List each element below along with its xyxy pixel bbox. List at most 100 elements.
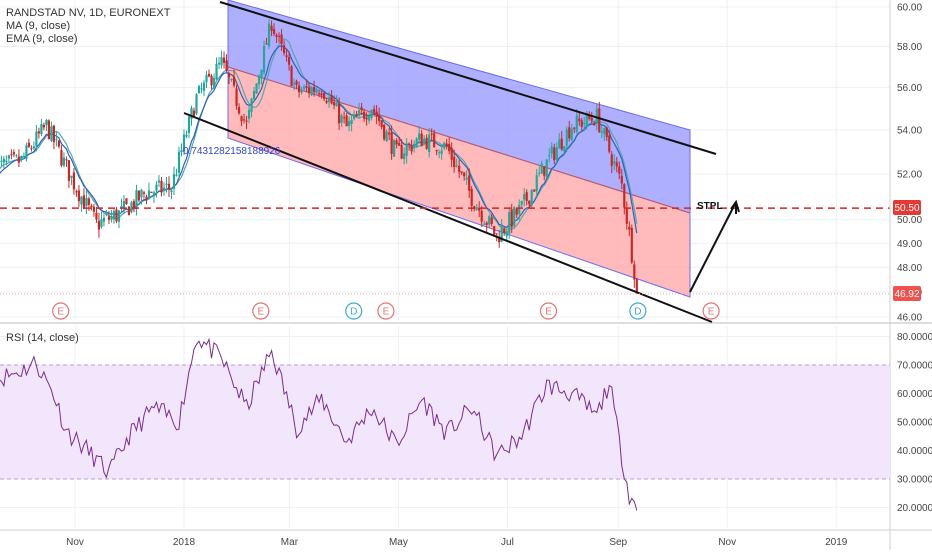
candle-body bbox=[503, 229, 506, 234]
candle-body bbox=[167, 183, 171, 190]
candle-body bbox=[157, 180, 161, 183]
candle-body bbox=[25, 145, 28, 159]
price-badge-lower: 46.92 bbox=[893, 286, 921, 301]
candle-body bbox=[390, 132, 393, 154]
candle-body bbox=[187, 116, 191, 133]
x-tick-label: May bbox=[389, 537, 408, 548]
candle-body bbox=[132, 201, 136, 209]
candle-body bbox=[405, 145, 408, 156]
candle-body bbox=[267, 23, 271, 47]
candle-body bbox=[585, 113, 588, 126]
candle-body bbox=[490, 217, 493, 224]
candle-body bbox=[57, 140, 61, 147]
candle-body bbox=[110, 216, 113, 220]
candle-body bbox=[17, 156, 20, 163]
candle-body bbox=[262, 45, 266, 73]
candle-body bbox=[455, 165, 458, 167]
candle-body bbox=[598, 108, 601, 133]
candle-body bbox=[418, 133, 421, 140]
candle-body bbox=[307, 87, 311, 94]
projection-arrow bbox=[689, 201, 737, 293]
rsi-tick-label: 70.0000 bbox=[897, 361, 932, 372]
candle-body bbox=[10, 154, 13, 156]
candle-body bbox=[508, 212, 511, 234]
candle-body bbox=[302, 86, 306, 89]
candle-body bbox=[383, 124, 386, 140]
candle-body bbox=[82, 195, 86, 209]
candle-body bbox=[205, 75, 208, 83]
candle-body bbox=[125, 198, 128, 204]
candle-body bbox=[555, 147, 558, 160]
legend-ma: MA (9, close) bbox=[6, 20, 71, 32]
candle-body bbox=[315, 90, 318, 93]
rsi-legend[interactable]: RSI (14, close) bbox=[6, 332, 79, 345]
candle-body bbox=[62, 157, 66, 166]
candle-body bbox=[52, 125, 56, 143]
candle-body bbox=[628, 226, 631, 230]
dividend-marker-label: D bbox=[350, 307, 357, 318]
candle-body bbox=[398, 143, 401, 146]
earnings-marker bbox=[252, 302, 270, 320]
candle-body bbox=[608, 135, 611, 152]
candle-body bbox=[310, 87, 313, 96]
candle-body bbox=[200, 88, 203, 90]
candle-body bbox=[485, 222, 488, 225]
candle-body bbox=[330, 95, 333, 104]
candle-body bbox=[408, 143, 411, 145]
candle-body bbox=[623, 184, 626, 208]
candle-body bbox=[37, 131, 41, 134]
candle-body bbox=[515, 208, 518, 215]
candle-body bbox=[433, 133, 436, 148]
candle-body bbox=[45, 119, 48, 125]
candle-body bbox=[30, 148, 33, 150]
candle-body bbox=[107, 216, 111, 220]
candle-body bbox=[165, 183, 168, 185]
fib-annotation: 0.7431282158188926 bbox=[183, 146, 281, 157]
candle-body bbox=[603, 128, 606, 135]
stpl-label: STPL bbox=[697, 201, 723, 212]
candle-body bbox=[635, 278, 638, 294]
y-tick-label: 49.00 bbox=[897, 239, 922, 250]
candle-body bbox=[610, 154, 613, 166]
earnings-marker-label: E bbox=[708, 307, 715, 318]
y-tick-label: 48.00 bbox=[897, 263, 922, 274]
candle-body bbox=[322, 93, 326, 100]
candle-body bbox=[282, 45, 286, 54]
candle-body bbox=[260, 69, 263, 79]
candle-body bbox=[430, 133, 433, 135]
candle-body bbox=[215, 63, 218, 80]
candle-body bbox=[583, 122, 586, 124]
y-tick-label: 60.00 bbox=[897, 3, 922, 14]
candle-body bbox=[540, 163, 543, 174]
candle-body bbox=[290, 66, 293, 87]
candle-body bbox=[190, 108, 193, 119]
candle-body bbox=[257, 75, 261, 85]
candle-body bbox=[245, 120, 248, 122]
candle-body bbox=[625, 208, 628, 224]
earnings-marker-label: E bbox=[57, 307, 64, 318]
candle-body bbox=[67, 160, 71, 181]
candle-body bbox=[332, 102, 336, 106]
dividend-marker bbox=[345, 302, 363, 320]
candle-body bbox=[425, 137, 428, 149]
candle-body bbox=[615, 162, 618, 167]
candle-body bbox=[510, 209, 513, 228]
price-badge-upper: 50.50 bbox=[893, 200, 921, 215]
candle-body bbox=[410, 144, 413, 152]
candle-body bbox=[428, 134, 431, 153]
candle-body bbox=[277, 35, 281, 37]
candle-body bbox=[265, 43, 268, 45]
candle-body bbox=[445, 143, 448, 147]
candle-body bbox=[175, 174, 178, 176]
candle-body bbox=[553, 147, 556, 161]
y-tick-label: 52.00 bbox=[897, 169, 922, 180]
candle-body bbox=[120, 206, 123, 208]
candle-body bbox=[530, 189, 533, 206]
candle-body bbox=[172, 174, 176, 189]
candle-body bbox=[152, 192, 156, 196]
candle-body bbox=[177, 151, 181, 173]
candle-body bbox=[312, 86, 316, 92]
candle-body bbox=[0, 160, 3, 162]
candle-body bbox=[360, 107, 363, 111]
candle-body bbox=[438, 152, 441, 154]
